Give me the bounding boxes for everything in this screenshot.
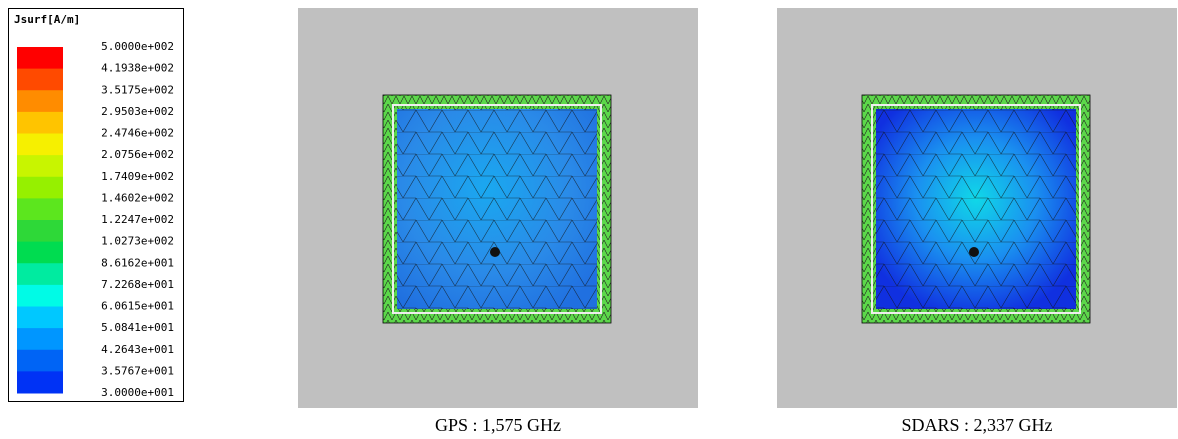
legend-label: 8.6162e+001	[101, 256, 174, 269]
legend-title: Jsurf[A/m]	[14, 13, 80, 26]
panel: SDARS : 2,337 GHz	[777, 8, 1177, 435]
panel: GPS : 1,575 GHz	[298, 8, 698, 435]
legend-swatch	[17, 155, 63, 178]
legend-label: 2.0756e+002	[101, 148, 174, 161]
legend-label: 1.2247e+002	[101, 213, 174, 226]
feed-point	[969, 247, 979, 257]
legend-label: 5.0000e+002	[101, 40, 174, 53]
legend-label: 1.0273e+002	[101, 235, 174, 248]
legend-swatch	[17, 263, 63, 286]
panel-caption: SDARS : 2,337 GHz	[901, 415, 1052, 435]
legend-label: 2.9503e+002	[101, 105, 174, 118]
legend-swatch	[17, 68, 63, 91]
legend-label: 3.5767e+001	[101, 364, 174, 377]
legend-swatch	[17, 111, 63, 134]
legend-swatch	[17, 220, 63, 243]
panels: GPS : 1,575 GHz SDARS : 2,337 GHz	[298, 8, 1177, 435]
legend-swatch	[17, 284, 63, 307]
legend-swatch	[17, 198, 63, 221]
legend-label: 5.0841e+001	[101, 321, 174, 334]
legend-label: 2.4746e+002	[101, 127, 174, 140]
legend-swatch	[17, 371, 63, 394]
frame-line	[871, 104, 1081, 314]
patch-mesh	[876, 109, 1076, 309]
legend-swatch	[17, 133, 63, 156]
legend-swatch	[17, 349, 63, 372]
panel-caption: GPS : 1,575 GHz	[435, 415, 561, 435]
frame-line	[392, 104, 602, 314]
legend-label: 6.0615e+001	[101, 300, 174, 313]
legend-swatch	[17, 306, 63, 329]
legend-label: 4.1938e+002	[101, 62, 174, 75]
legend-label: 1.7409e+002	[101, 170, 174, 183]
legend-swatch	[17, 241, 63, 264]
patch-mesh	[397, 109, 597, 309]
legend-label: 3.0000e+001	[101, 386, 174, 399]
legend-label: 3.5175e+002	[101, 83, 174, 96]
legend-label: 1.4602e+002	[101, 191, 174, 204]
legend-label: 4.2643e+001	[101, 343, 174, 356]
legend-label: 7.2268e+001	[101, 278, 174, 291]
legend: Jsurf[A/m] 5.0000e+002 4.1938e+002 3.5175e…	[8, 8, 184, 402]
legend-swatch	[17, 176, 63, 199]
legend-swatch	[17, 90, 63, 113]
feed-point	[490, 247, 500, 257]
legend-swatch	[17, 328, 63, 351]
legend-swatch	[17, 47, 63, 70]
